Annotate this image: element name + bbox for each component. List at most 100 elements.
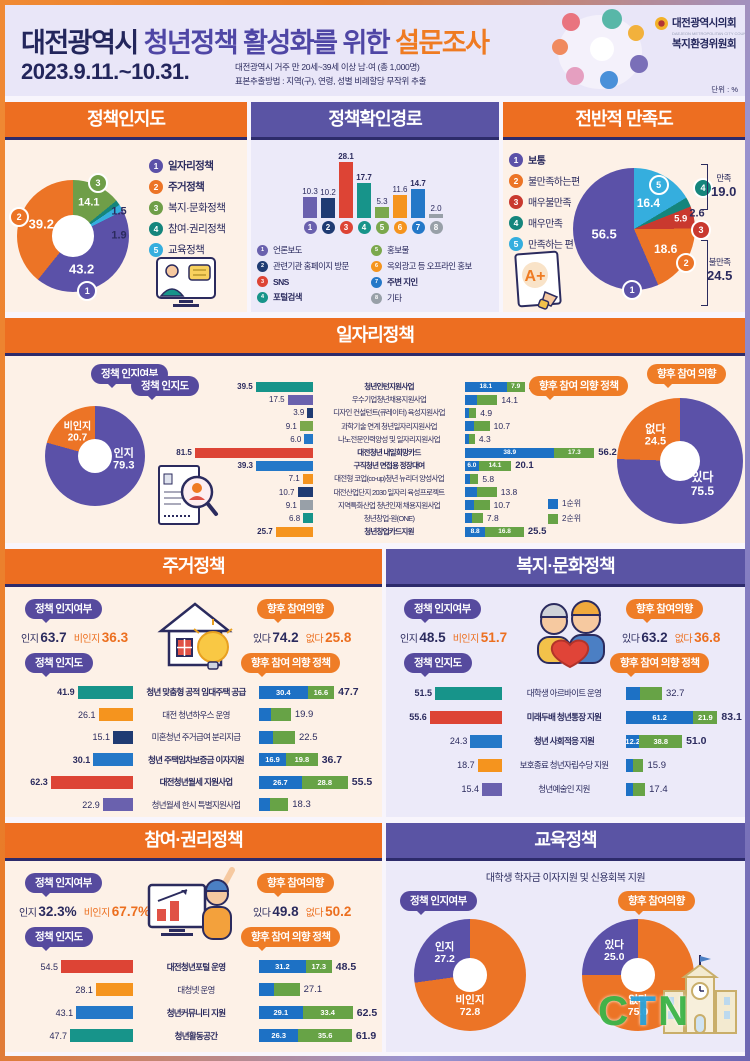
policy-label: 디자인 컨설턴트(큐레이터) 육성지원사업	[333, 408, 445, 418]
legend-item: 2 관련기관 홈페이지 방문	[257, 260, 349, 272]
awareness-value: 47.7	[49, 1030, 68, 1041]
legend-item: 5 만족하는 편	[509, 236, 580, 251]
policy-row: 54.5 대전청년포털 운영 31.2 17.3 48.5	[11, 955, 377, 978]
awareness-cell: 9.1	[123, 500, 313, 511]
legend-label: 언론보도	[273, 245, 302, 255]
page-title: 대전광역시 청년정책 활성화를 위한 설문조사	[21, 21, 490, 60]
awareness-cell: 10.7	[123, 487, 313, 498]
awareness-value: 24.3	[449, 736, 468, 746]
bar-value: 11.6	[392, 184, 408, 194]
policy-label: 청년인턴지원사업	[364, 382, 414, 392]
slice-label-value: 79.3	[113, 459, 135, 472]
policy-row: 28.1 대청넷 운영 27.1	[11, 978, 377, 1001]
intent-stacked-bar: 31.2 17.3	[259, 960, 332, 973]
rank2-segment: 14.1	[478, 460, 512, 471]
rank2-segment: 35.6	[298, 1029, 352, 1042]
awareness-cell: 43.1	[11, 1006, 133, 1019]
legend-label: 일자리정책	[168, 160, 214, 172]
intent-stacked-bar	[626, 686, 662, 700]
section-welfare-culture: 복지·문화정책 정책 인지여부 인지 48.5 비인지 51.7 향후 참여의향	[386, 549, 745, 817]
intent-cell: 6.0 14.1 20.1	[465, 460, 534, 471]
policy-label: 청년창업카드지원	[364, 527, 414, 537]
people-illustration	[550, 7, 650, 93]
council-name: 대전광역시의회	[672, 17, 737, 29]
legend-number-badge: 8	[371, 292, 382, 304]
legend-label: 매우만족	[528, 219, 563, 230]
rank2-segment: 17.3	[554, 447, 595, 458]
policy-row: 3.9 디자인 컨설턴트(큐레이터) 육성지원사업 4.9	[123, 406, 617, 419]
awareness-bar	[76, 1006, 133, 1019]
awareness-cell: 25.7	[123, 526, 313, 537]
awareness-value: 54.5	[40, 961, 59, 972]
rank1-segment	[259, 798, 271, 812]
monitor-person-icon	[155, 256, 233, 315]
policy-row: 39.3 구직청년 면접용 정장대여 6.0 14.1 20.1	[123, 459, 617, 472]
intent-stacked-bar	[626, 758, 644, 772]
rank1-segment: 6.0	[465, 460, 479, 471]
policy-label: 청년 주택임차보증금 이자지원	[148, 754, 245, 765]
rank1-segment	[465, 513, 472, 524]
survey-method-line2: 표본추출방법 : 지역(구), 연령, 성별 비례할당 무작위 추출	[235, 75, 427, 86]
legend-label: 불만족하는편	[528, 177, 580, 188]
intent-cell: 22.5	[259, 730, 317, 744]
rank-color-swatch	[548, 498, 558, 509]
intent-total: 5.8	[482, 473, 495, 484]
rank1-segment	[626, 782, 634, 796]
yes-value: 74.2	[272, 630, 299, 645]
ctn-letter: T	[630, 987, 658, 1034]
rank-color-swatch	[548, 513, 558, 524]
intent-cell: 27.1	[259, 983, 322, 996]
intent-cell: 8.8 16.8 25.5	[465, 526, 546, 537]
intent-cell: 31.2 17.3 48.5	[259, 960, 356, 973]
housing-rows: 41.9 청년 맞춤형 공적 임대주택 공급 30.4 16.6 47.7 26.1 대전 …	[11, 681, 372, 816]
school-building-icon	[658, 953, 742, 1046]
legend-item: 1 일자리정책	[149, 158, 225, 173]
channel-bar-column: 17.7 4	[356, 144, 372, 234]
awareness-value: 15.1	[92, 732, 111, 743]
intent-total: 32.7	[665, 687, 685, 699]
bar-number-badge: 4	[357, 221, 371, 234]
awareness-bar	[50, 775, 133, 789]
slice-label-value: 25.0	[604, 951, 625, 964]
council-name-en: DAEJEON METROPOLITAN CITY COUNCIL	[672, 31, 745, 37]
rank1-segment: 30.4	[259, 685, 308, 699]
awareness-cell: 9.1	[123, 421, 313, 432]
channel-bar-column: 2.0 8	[429, 144, 443, 234]
rank1-segment	[465, 500, 475, 511]
channel-bar-column: 28.1 3	[338, 144, 354, 234]
legend-number-badge: 2	[509, 173, 523, 188]
intent-cell: 26.3 35.6 61.9	[259, 1029, 376, 1042]
awareness-bar	[61, 960, 133, 973]
policy-row: 6.8 청년창업-원(ONE) 7.8	[123, 512, 617, 525]
awareness-cell: 18.7	[390, 758, 502, 772]
aware-label: 인지	[400, 634, 418, 645]
satisfied-bracket	[701, 164, 708, 210]
resume-magnifier-icon	[155, 462, 219, 543]
awareness-bar	[95, 983, 133, 996]
title-mid: 청년정책 활성화를 위한	[143, 28, 391, 58]
yes-label: 있다	[622, 634, 640, 645]
awareness-bar	[102, 798, 133, 812]
awareness-cell: 22.9	[11, 798, 133, 812]
awareness-stat: 인지 48.5 비인지 51.7	[400, 629, 514, 647]
awareness-cell: 24.3	[390, 734, 502, 748]
legend-label: 만족하는 편	[528, 240, 574, 251]
rank2-segment	[272, 730, 295, 744]
legend-number-badge: 3	[257, 276, 268, 287]
awareness-value: 26.1	[78, 709, 96, 720]
rank1-segment: 29.1	[259, 1006, 303, 1019]
policy-awareness-pie: 43.2 39.2 14.1 1.5 1.9 1 2 3	[9, 173, 129, 302]
bar	[321, 197, 335, 218]
awareness-bar	[98, 708, 133, 722]
slice-number-badge: 2	[676, 252, 697, 273]
aware-value: 48.5	[419, 630, 446, 645]
svg-text:A+: A+	[525, 268, 546, 285]
intent-total: 56.2	[598, 447, 617, 459]
aware-value: 32.3%	[38, 904, 77, 919]
awareness-cell: 54.5	[11, 960, 133, 973]
policy-label: 청년월세 한시 특별지원사업	[151, 799, 241, 810]
intent-cell: 61.2 21.9 83.1	[626, 710, 742, 724]
donut-hole	[621, 958, 655, 992]
bar-value: 14.7	[410, 178, 426, 188]
policy-label: 대전청년포털 운영	[166, 961, 226, 972]
